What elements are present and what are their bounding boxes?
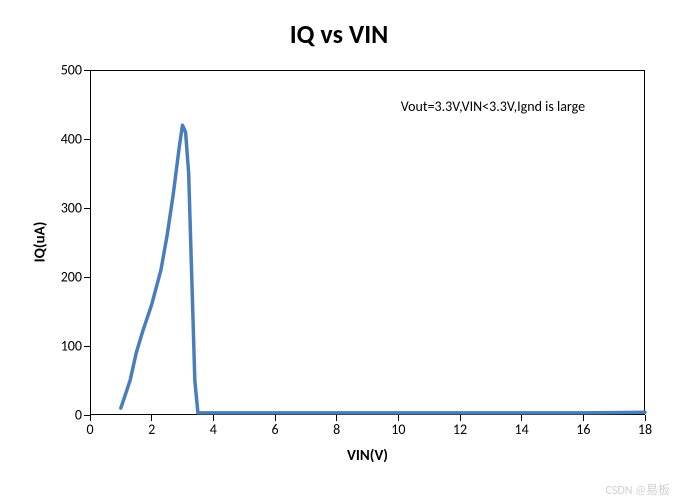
chart-title: IQ vs VIN [0,18,678,50]
x-tick-mark [645,415,646,421]
x-axis-label: VIN(V) [347,447,388,465]
watermark-text: CSDN @易板 [606,481,670,498]
y-tick-mark [84,277,90,278]
x-tick-mark [460,415,461,421]
y-tick-mark [84,208,90,209]
x-tick-mark [213,415,214,421]
y-axis-label: IQ(uA) [31,221,49,262]
x-tick-mark [275,415,276,421]
x-tick-mark [336,415,337,421]
line-series [90,70,645,415]
x-tick-mark [398,415,399,421]
y-tick-mark [84,70,90,71]
chart-container: IQ vs VIN Vout=3.3V,VIN<3.3V,Ignd is lar… [0,0,678,502]
series-polyline [121,125,645,413]
x-tick-mark [583,415,584,421]
x-tick-mark [151,415,152,421]
y-tick-mark [84,139,90,140]
x-tick-mark [521,415,522,421]
y-tick-mark [84,346,90,347]
chart-annotation: Vout=3.3V,VIN<3.3V,Ignd is large [401,98,585,115]
plot-area: Vout=3.3V,VIN<3.3V,Ignd is large 0100200… [90,70,645,415]
x-tick-mark [90,415,91,421]
